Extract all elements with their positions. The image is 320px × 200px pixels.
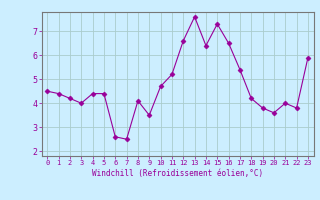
X-axis label: Windchill (Refroidissement éolien,°C): Windchill (Refroidissement éolien,°C)	[92, 169, 263, 178]
